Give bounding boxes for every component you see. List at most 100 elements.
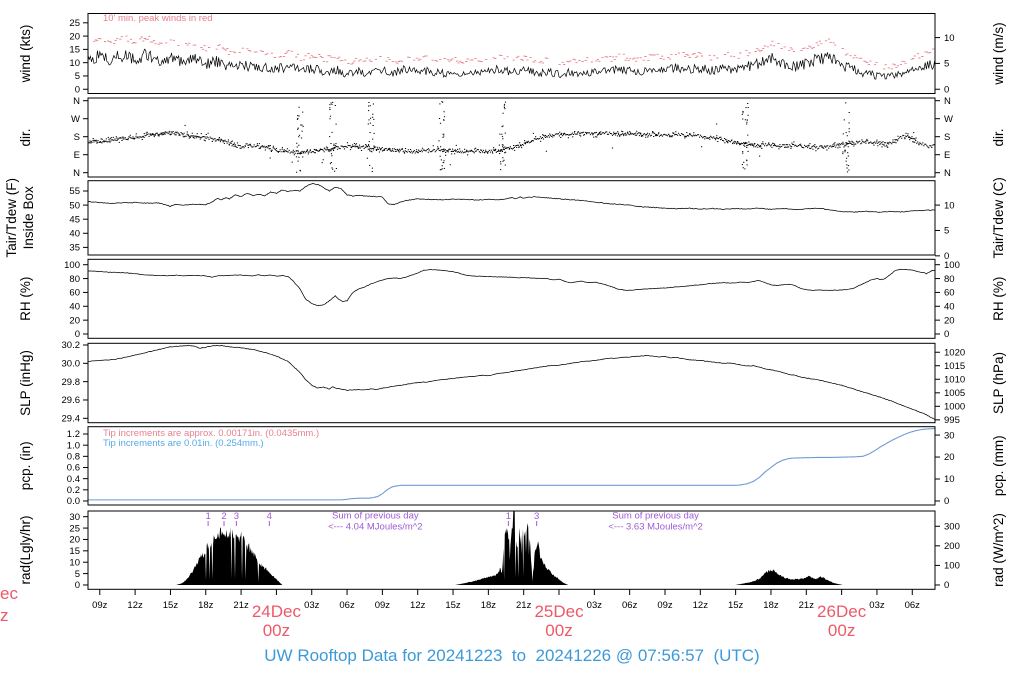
radiation-sum-note-line2: <--- 3.63 MJoules/m^2 <box>608 522 702 533</box>
solar-radiation-area-day2 <box>455 511 569 585</box>
panel-wind: 10' min. peak winds in red <box>87 13 935 80</box>
y-tick-label-left: 45 <box>69 214 80 225</box>
radiation-sum-note-line2: <--- 4.04 MJoules/m^2 <box>328 522 422 533</box>
x-tick-label: 15z <box>445 600 461 611</box>
axes-rh: 0 20 40 60 80 100 0 20 40 60 80 100 <box>64 258 960 340</box>
tip-mark-label: 3 <box>534 511 539 522</box>
y-tick-label-right: 5 <box>944 59 949 70</box>
solar-radiation-area-day3 <box>735 569 843 585</box>
axis-title-pcp-mm: pcp. (mm) <box>991 435 1006 496</box>
y-tick-label-left: 35 <box>69 243 80 254</box>
y-tick-label-right: 1010 <box>944 374 965 385</box>
y-tick-label-left: S <box>74 132 80 143</box>
y-tick-label-right: 0 <box>944 84 949 95</box>
axis-title-rh-left: RH (%) <box>18 277 33 321</box>
wind-peaks-note: 10' min. peak winds in red <box>103 13 213 24</box>
axis-title-wind-kts: wind (kts) <box>18 25 33 84</box>
x-tick-label: 12z <box>410 600 426 611</box>
figure-title: UW Rooftop Data for 20241223 to 20241226… <box>264 646 760 665</box>
x-tick-label: 06z <box>339 600 355 611</box>
panel-pcp: Tip increments are approx. 0.00171in. (0… <box>88 427 935 501</box>
x-tick-label: 03z <box>587 600 603 611</box>
y-tick-label-right: 10 <box>944 33 955 44</box>
y-tick-label-left: 25 <box>69 18 80 29</box>
y-tick-label-left: 20 <box>69 315 80 326</box>
y-tick-label-left: N <box>73 168 80 179</box>
y-tick-label-left: 5 <box>75 569 80 580</box>
y-tick-label-left: 0 <box>75 329 80 340</box>
axis-title-inside-box: Inside Box <box>21 186 36 249</box>
rh-trace <box>87 268 935 306</box>
y-tick-label-right: N <box>944 96 951 107</box>
y-tick-label-right: 1005 <box>944 388 965 399</box>
panel-box <box>87 342 936 424</box>
axis-title-rad-lgly: rad(Lgly/hr) <box>18 515 33 584</box>
x-tick-label: 15z <box>163 600 179 611</box>
y-tick-label-left: 5 <box>75 71 80 82</box>
clipped-date-fragment-2: z <box>0 606 9 625</box>
y-tick-label-right: 1020 <box>944 347 965 358</box>
y-tick-label-left: 1.2 <box>67 429 80 440</box>
y-tick-label-left: 29.6 <box>62 395 81 406</box>
panel-box <box>87 258 936 339</box>
axis-title-rad-wm2: rad (W/m^2) <box>991 513 1006 587</box>
y-tick-label-left: 29.8 <box>62 377 81 388</box>
tip-mark-label: 4 <box>267 511 272 522</box>
x-date-label: 25Dec <box>534 602 584 621</box>
y-tick-label-right: 5 <box>944 226 949 237</box>
axis-title-tair-c: Tair/Tdew (C) <box>991 177 1006 258</box>
y-tick-label-left: 50 <box>69 200 80 211</box>
panel-box <box>87 510 936 590</box>
y-tick-label-left: 0.0 <box>67 496 80 507</box>
x-tick-label: 18z <box>198 600 214 611</box>
y-tick-label-left: 29.4 <box>62 414 81 425</box>
x-tick-label: 03z <box>304 600 320 611</box>
y-tick-label-left: W <box>71 114 80 125</box>
x-tick-label: 09z <box>92 600 108 611</box>
tip-mark-label: 1 <box>506 511 511 522</box>
y-tick-label-right: S <box>944 132 950 143</box>
axes-pcp: 0.00.20.40.60.81.01.2 0 10 20 30 <box>67 426 955 507</box>
y-tick-label-left: 20 <box>69 31 80 42</box>
y-tick-label-right: 20 <box>944 452 955 463</box>
axis-title-pcp-in: pcp. (in) <box>18 441 33 490</box>
axis-title-wind-ms: wind (m/s) <box>991 22 1006 85</box>
y-tick-label-right: 0 <box>944 251 949 262</box>
y-tick-label-left: 100 <box>64 260 80 271</box>
axis-title-dir-left: dir. <box>18 128 33 146</box>
axis-title-slp-hpa: SLP (hPa) <box>991 352 1006 414</box>
tip-mark-label: 2 <box>221 511 226 522</box>
x-date-label-hour: 00z <box>828 621 855 640</box>
y-tick-label-right: 1000 <box>944 401 965 412</box>
y-tick-label-left: N <box>73 96 80 107</box>
y-tick-label-left: 0.8 <box>67 452 80 463</box>
solar-radiation-area-day1 <box>176 526 283 585</box>
y-tick-label-left: 30 <box>69 512 80 523</box>
y-tick-label-left: 0.4 <box>67 474 80 485</box>
axes-wind: 0 5 10 15 20 25 0 5 10 <box>69 13 955 95</box>
pcp-tip-note-1: Tip increments are approx. 0.00171in. (0… <box>103 428 319 439</box>
y-tick-label-left: 60 <box>69 288 80 299</box>
wind-peak-dashes <box>93 35 935 70</box>
y-tick-label-right: W <box>944 114 953 125</box>
y-tick-label-left: 10 <box>69 58 80 69</box>
wind-direction-dots <box>87 101 936 173</box>
panel-temp <box>87 183 935 213</box>
y-tick-label-left: 25 <box>69 523 80 534</box>
y-tick-label-right: 1015 <box>944 361 965 372</box>
axes-temp: 35 40 45 50 55 0 5 10 <box>69 180 955 262</box>
y-tick-label-left: 0 <box>75 84 80 95</box>
panel-dir <box>87 101 936 173</box>
x-tick-label: 12z <box>127 600 143 611</box>
y-tick-label-left: 80 <box>69 274 80 285</box>
multi-panel-weather-chart: 10' min. peak winds in red Tip increments… <box>4 13 1006 640</box>
axes-slp: 29.4 29.6 29.8 30.0 30.2 995 1000 1005 1010 1015 1… <box>62 340 966 426</box>
clipped-date-fragment-1: ec <box>0 584 18 603</box>
x-date-label-hour: 00z <box>545 621 572 640</box>
slp-trace <box>87 344 935 420</box>
x-tick-label: 15z <box>728 600 744 611</box>
